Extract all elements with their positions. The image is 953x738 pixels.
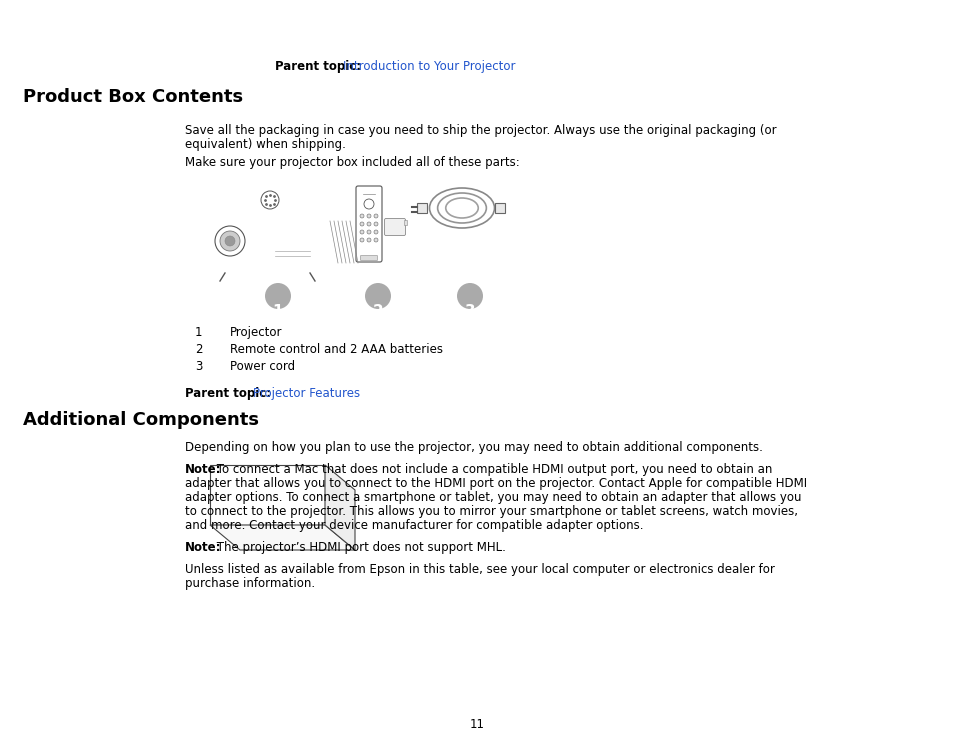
Bar	[403, 220, 407, 225]
Polygon shape	[210, 525, 355, 550]
Text: and more. Contact your device manufacturer for compatible adapter options.: and more. Contact your device manufactur…	[185, 519, 643, 532]
FancyBboxPatch shape	[384, 218, 405, 235]
Text: 2: 2	[194, 343, 202, 356]
Text: 1: 1	[194, 326, 202, 339]
Text: Note:: Note:	[185, 463, 221, 476]
Circle shape	[261, 191, 278, 209]
Text: 2: 2	[373, 304, 383, 319]
Text: Make sure your projector box included all of these parts:: Make sure your projector box included al…	[185, 156, 519, 169]
Text: 3: 3	[464, 304, 475, 319]
Circle shape	[214, 226, 245, 256]
Polygon shape	[210, 465, 325, 525]
Text: to connect to the projector. This allows you to mirror your smartphone or tablet: to connect to the projector. This allows…	[185, 505, 797, 518]
Text: adapter options. To connect a smartphone or tablet, you may need to obtain an ad: adapter options. To connect a smartphone…	[185, 491, 801, 504]
Text: 3: 3	[194, 360, 202, 373]
Circle shape	[367, 222, 371, 226]
Circle shape	[367, 230, 371, 234]
Text: equivalent) when shipping.: equivalent) when shipping.	[185, 138, 346, 151]
FancyBboxPatch shape	[355, 186, 381, 262]
Text: The projector’s HDMI port does not support MHL.: The projector’s HDMI port does not suppo…	[213, 541, 505, 554]
Circle shape	[359, 222, 364, 226]
Circle shape	[359, 214, 364, 218]
Text: Projector Features: Projector Features	[253, 387, 359, 400]
Text: Note:: Note:	[185, 541, 221, 554]
Text: Additional Components: Additional Components	[23, 411, 258, 429]
FancyBboxPatch shape	[360, 255, 377, 261]
Circle shape	[374, 238, 377, 242]
Circle shape	[367, 214, 371, 218]
Text: Save all the packaging in case you need to ship the projector. Always use the or: Save all the packaging in case you need …	[185, 124, 776, 137]
Circle shape	[225, 236, 234, 246]
Circle shape	[359, 230, 364, 234]
Text: Product Box Contents: Product Box Contents	[23, 88, 243, 106]
Text: 1: 1	[273, 304, 283, 319]
Text: Unless listed as available from Epson in this table, see your local computer or : Unless listed as available from Epson in…	[185, 563, 774, 576]
Circle shape	[456, 283, 482, 309]
Circle shape	[220, 231, 240, 251]
Text: Introduction to Your Projector: Introduction to Your Projector	[343, 60, 515, 73]
FancyBboxPatch shape	[416, 203, 427, 213]
Circle shape	[265, 283, 291, 309]
Circle shape	[365, 283, 391, 309]
Text: purchase information.: purchase information.	[185, 577, 314, 590]
Text: 11: 11	[469, 718, 484, 731]
Text: Projector: Projector	[230, 326, 282, 339]
Text: To connect a Mac that does not include a compatible HDMI output port, you need t: To connect a Mac that does not include a…	[213, 463, 772, 476]
Text: Parent topic:: Parent topic:	[185, 387, 275, 400]
Circle shape	[374, 230, 377, 234]
Text: Power cord: Power cord	[230, 360, 294, 373]
Polygon shape	[325, 465, 355, 550]
Text: adapter that allows you to connect to the HDMI port on the projector. Contact Ap: adapter that allows you to connect to th…	[185, 477, 806, 490]
Text: Remote control and 2 AAA batteries: Remote control and 2 AAA batteries	[230, 343, 442, 356]
Circle shape	[364, 199, 374, 209]
FancyBboxPatch shape	[495, 203, 504, 213]
Circle shape	[374, 222, 377, 226]
Circle shape	[367, 238, 371, 242]
Text: Depending on how you plan to use the projector, you may need to obtain additiona: Depending on how you plan to use the pro…	[185, 441, 762, 454]
Circle shape	[374, 214, 377, 218]
Circle shape	[359, 238, 364, 242]
Text: Parent topic:: Parent topic:	[274, 60, 365, 73]
